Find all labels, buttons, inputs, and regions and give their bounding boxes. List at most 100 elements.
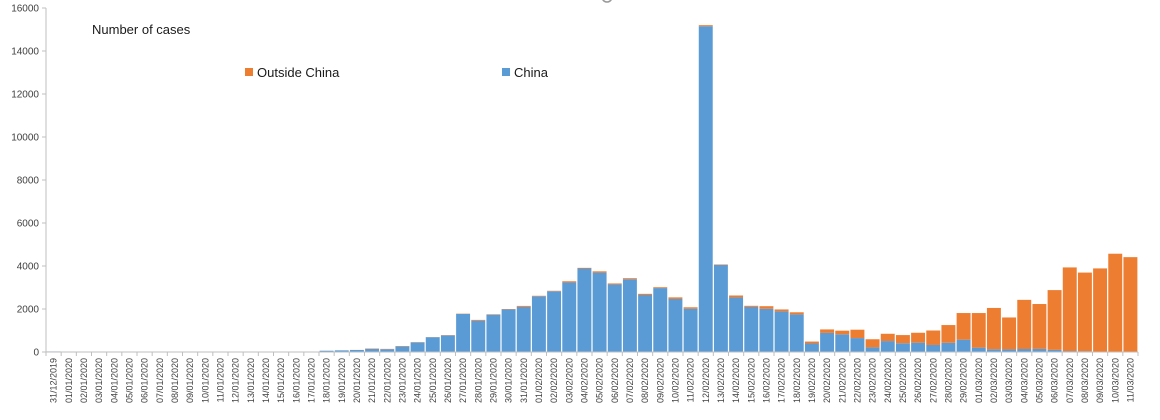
chart-title: Number of cases	[92, 22, 191, 37]
bar-china	[471, 320, 486, 352]
x-tick-label: 21/02/2020	[837, 358, 847, 403]
bar-china	[1032, 348, 1047, 352]
x-tick-label: 24/02/2020	[883, 358, 893, 403]
x-tick-label: 11/01/2020	[215, 358, 225, 402]
bar-outside-china	[941, 325, 956, 343]
x-tick-label: 27/01/2020	[458, 358, 468, 403]
bar-china	[804, 343, 819, 352]
x-tick-label: 11/03/2020	[1125, 358, 1135, 402]
bar-china	[425, 337, 440, 352]
x-tick-label: 09/02/2020	[655, 358, 665, 403]
bar-china	[926, 344, 941, 352]
bar-china	[365, 348, 380, 352]
x-tick-label: 05/02/2020	[595, 358, 605, 403]
bar-china	[395, 346, 410, 352]
bar-china	[531, 296, 546, 352]
x-tick-label: 17/02/2020	[777, 358, 787, 403]
cropped-marker-icon	[602, 0, 612, 3]
x-tick-label: 10/02/2020	[670, 358, 680, 403]
bar-outside-china	[895, 335, 910, 344]
bar-china	[986, 349, 1001, 352]
x-tick-label: 27/02/2020	[928, 358, 938, 403]
bar-china	[349, 350, 364, 352]
x-tick-label: 19/02/2020	[807, 358, 817, 403]
bar-outside-china	[577, 267, 592, 269]
bar-china	[789, 314, 804, 352]
x-tick-label: 03/02/2020	[564, 358, 574, 403]
bar-china	[774, 311, 789, 352]
x-tick-label: 31/01/2020	[519, 358, 529, 403]
x-tick-label: 01/03/2020	[974, 358, 984, 403]
bar-china	[668, 298, 683, 352]
bar-outside-china	[729, 295, 744, 298]
x-tick-label: 29/01/2020	[488, 358, 498, 403]
bar-outside-china	[911, 332, 926, 343]
bar-outside-china	[683, 307, 698, 309]
bar-china	[1017, 349, 1032, 352]
bar-outside-china	[607, 283, 622, 285]
bar-china	[622, 279, 637, 352]
bar-china	[941, 342, 956, 352]
x-tick-label: 05/01/2020	[124, 358, 134, 403]
bar-china	[759, 308, 774, 352]
bar-china	[713, 264, 728, 352]
x-tick-label: 01/01/2020	[64, 358, 74, 403]
x-tick-label: 28/01/2020	[473, 358, 483, 403]
x-tick-label: 07/03/2020	[1065, 358, 1075, 403]
bar-china	[1047, 349, 1062, 352]
x-tick-label: 22/01/2020	[382, 358, 392, 403]
x-axis: 31/12/2019 01/01/2020 02/01/2020 03/01/2020…	[45, 351, 1139, 403]
x-tick-label: 12/02/2020	[701, 358, 711, 403]
x-tick-label: 21/01/2020	[367, 358, 377, 403]
x-tick-label: 08/02/2020	[640, 358, 650, 403]
bar-china	[638, 294, 653, 352]
x-tick-label: 26/02/2020	[913, 358, 923, 403]
x-tick-label: 15/01/2020	[276, 358, 286, 403]
bar-china	[456, 313, 471, 352]
x-tick-label: 25/02/2020	[898, 358, 908, 403]
y-tick-label: 4000	[17, 262, 40, 273]
x-tick-label: 24/01/2020	[413, 358, 423, 403]
bar-china	[698, 26, 713, 352]
x-tick-label: 06/02/2020	[610, 358, 620, 403]
bar-outside-china	[880, 333, 895, 342]
y-tick-label: 10000	[11, 133, 39, 144]
x-tick-label: 06/03/2020	[1050, 358, 1060, 403]
x-tick-label: 09/01/2020	[185, 358, 195, 403]
bar-china	[971, 347, 986, 352]
x-tick-label: 23/02/2020	[868, 358, 878, 403]
x-tick-label: 28/02/2020	[943, 358, 953, 403]
x-tick-label: 14/01/2020	[261, 358, 271, 403]
bar-china	[895, 343, 910, 352]
bar-china	[729, 297, 744, 352]
bar-outside-china	[789, 312, 804, 315]
bar-china	[592, 272, 607, 352]
bar-outside-china	[638, 293, 653, 295]
bar-outside-china	[653, 287, 668, 289]
bar-outside-china	[668, 297, 683, 299]
bar-china	[607, 284, 622, 352]
x-tick-label: 19/01/2020	[337, 358, 347, 403]
bar-china	[911, 342, 926, 352]
x-tick-label: 07/01/2020	[155, 358, 165, 403]
bar-outside-china	[1062, 267, 1077, 352]
bar-outside-china	[1108, 253, 1123, 352]
x-tick-label: 16/01/2020	[291, 358, 301, 403]
x-tick-label: 20/02/2020	[822, 358, 832, 403]
x-tick-label: 18/02/2020	[792, 358, 802, 403]
bar-china	[577, 268, 592, 352]
x-tick-label: 08/03/2020	[1080, 358, 1090, 403]
bar-outside-china	[820, 329, 835, 333]
bar-outside-china	[1047, 290, 1062, 350]
x-tick-label: 02/01/2020	[79, 358, 89, 403]
x-tick-label: 04/02/2020	[579, 358, 589, 403]
x-tick-label: 09/03/2020	[1095, 358, 1105, 403]
bar-outside-china	[835, 330, 850, 335]
bar-outside-china	[971, 313, 986, 348]
bar-outside-china	[1093, 268, 1108, 352]
bar-outside-china	[759, 306, 774, 309]
bar-outside-china	[531, 295, 546, 297]
x-tick-label: 20/01/2020	[352, 358, 362, 403]
bar-outside-china	[592, 271, 607, 273]
